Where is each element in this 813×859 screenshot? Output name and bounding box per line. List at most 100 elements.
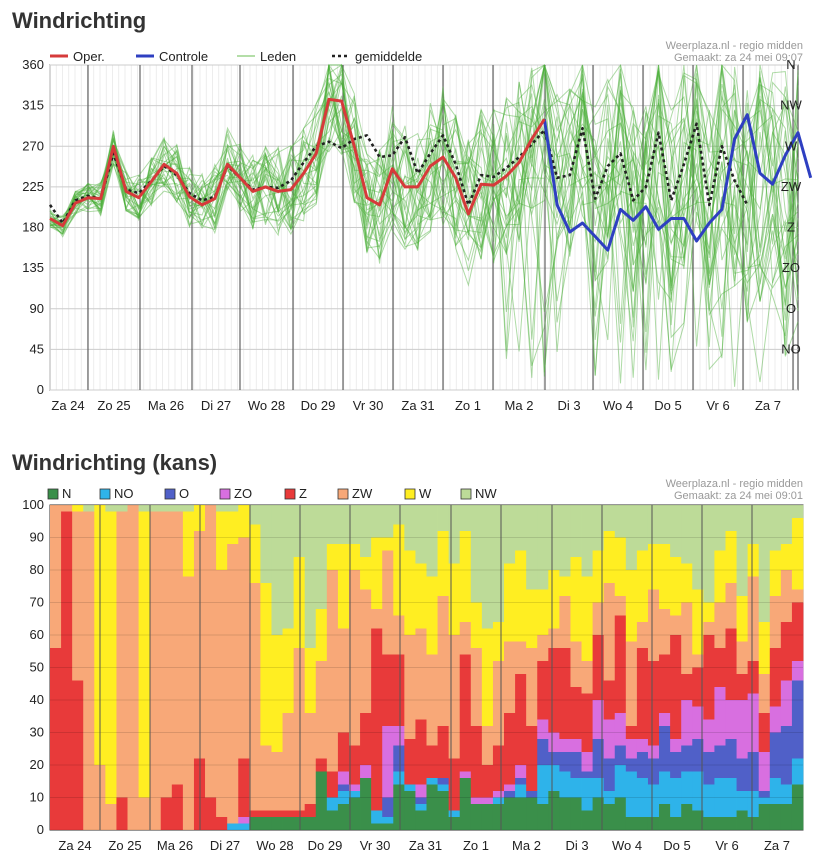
bar-segment [337, 791, 350, 804]
bar-segment [681, 771, 693, 804]
x-day-label: Za 7 [755, 398, 781, 413]
bar-segment [105, 505, 117, 512]
bar-segment [326, 505, 339, 544]
bar-segment [548, 628, 560, 648]
bar-segment [725, 700, 737, 739]
bar-segment [791, 661, 804, 681]
bar-segment [205, 797, 217, 830]
x-day-label: Wo 28 [248, 398, 285, 413]
bar-segment [614, 505, 627, 538]
bar-segment [614, 537, 627, 596]
bar-segment [581, 661, 593, 694]
bar-segment [603, 804, 616, 830]
bar-segment [592, 797, 605, 830]
made-label: Gemaakt: za 24 mei 09:07 [674, 52, 803, 64]
bar-segment [492, 661, 505, 746]
bar-segment [138, 797, 151, 830]
bar-segment [537, 739, 549, 765]
bar-segment [238, 817, 250, 824]
bar-segment [304, 648, 317, 713]
bar-segment [559, 596, 571, 648]
bar-segment [415, 505, 427, 564]
member-line [49, 96, 799, 371]
bar-segment [61, 511, 73, 830]
bar-segment [592, 602, 605, 635]
bar-segment [625, 817, 638, 830]
bar-segment [515, 674, 527, 765]
bar-segment [515, 505, 527, 551]
bar-segment [780, 726, 793, 785]
bar-segment [625, 641, 638, 726]
bar-segment [692, 706, 704, 739]
legend-label: Controle [159, 49, 208, 64]
bar-segment [603, 583, 616, 681]
source-label: Weerplaza.nl - regio midden [666, 478, 803, 490]
bar-segment [382, 823, 394, 830]
legend-label: NW [475, 486, 497, 501]
bar-segment [548, 752, 560, 765]
y-tick-label: 60 [30, 627, 44, 642]
bar-segment [149, 511, 162, 830]
legend-swatch [47, 488, 59, 500]
legend-label: ZO [234, 486, 252, 501]
bar-segment [426, 745, 438, 778]
bar-segment [470, 726, 483, 798]
bar-segment [670, 817, 682, 830]
bar-segment [581, 810, 593, 830]
bar-segment [371, 628, 383, 811]
member-line [49, 68, 799, 370]
bar-segment [227, 823, 239, 830]
bar-segment [603, 719, 616, 759]
bar-segment [415, 804, 427, 811]
bar-segment [625, 771, 638, 817]
bar-segment [448, 635, 461, 759]
compass-label: NO [781, 341, 801, 356]
bar-segment [791, 589, 804, 603]
bar-segment [304, 713, 317, 804]
legend-label: Oper. [73, 49, 105, 64]
bar-segment [670, 778, 682, 817]
bar-segment [548, 765, 560, 791]
bar-segment [326, 570, 339, 772]
bar-segment [216, 817, 228, 830]
bar-segment [603, 758, 616, 791]
bar-segment [636, 505, 649, 551]
bar-segment [504, 641, 516, 713]
bar-segment [703, 602, 715, 622]
y-tick-label: 225 [22, 179, 44, 194]
bar-segment [636, 550, 649, 622]
bar-segment [271, 505, 283, 635]
bar-segment [393, 745, 405, 772]
bar-segment [260, 817, 272, 830]
bar-segment [592, 505, 605, 551]
bar-segment [360, 765, 372, 778]
bar-segment [703, 505, 715, 603]
bar-segment [537, 505, 549, 590]
bar-segment [326, 797, 339, 811]
bar-segment [570, 641, 582, 687]
bar-segment [758, 505, 771, 622]
bar-segment [714, 505, 726, 551]
bar-segment [636, 739, 649, 752]
bar-segment [647, 544, 660, 590]
bar-segment [271, 635, 283, 752]
legend-swatch [404, 488, 416, 500]
bar-segment [337, 628, 350, 733]
bar-segment [614, 713, 627, 746]
bar-segment [293, 817, 306, 830]
x-day-label: Vr 30 [360, 838, 391, 853]
bar-segment [670, 615, 682, 635]
bar-segment [625, 570, 638, 642]
x-day-label: Zo 25 [108, 838, 141, 853]
bar-segment [282, 810, 295, 817]
member-line [49, 64, 799, 288]
bar-segment [614, 765, 627, 798]
bar-segment [725, 583, 737, 629]
bar-segment [581, 505, 593, 577]
bar-segment [271, 752, 283, 811]
legend-swatch [460, 488, 472, 500]
bar-segment [659, 726, 671, 772]
bar-segment [526, 505, 538, 590]
bar-segment [304, 804, 317, 817]
bar-segment [647, 661, 660, 746]
